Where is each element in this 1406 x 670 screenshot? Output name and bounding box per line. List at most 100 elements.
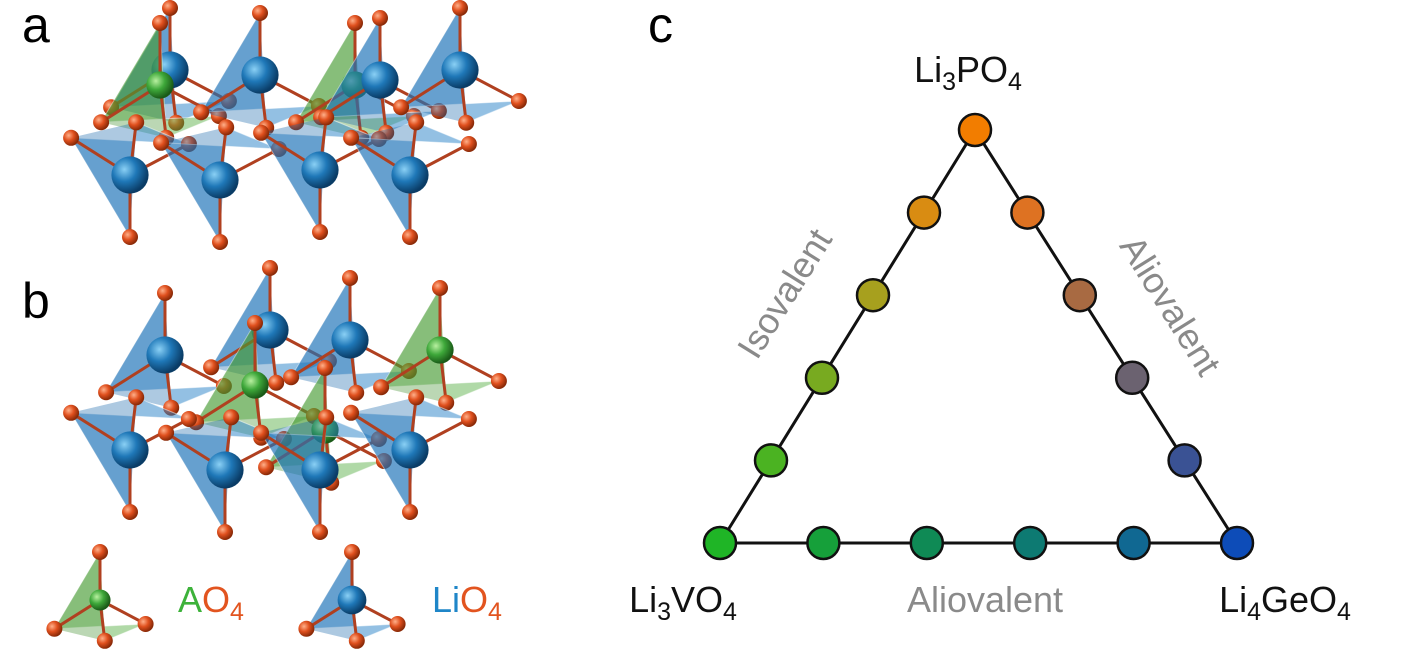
oxygen bbox=[217, 524, 233, 540]
legend-icons bbox=[46, 544, 406, 649]
oxygen bbox=[128, 389, 145, 406]
oxygen bbox=[253, 124, 270, 141]
oxygen bbox=[372, 10, 388, 26]
oxygen bbox=[212, 234, 228, 250]
oxygen bbox=[312, 224, 328, 240]
oxygen bbox=[203, 359, 220, 376]
polyhedron-face bbox=[201, 13, 267, 128]
structure-b bbox=[63, 260, 507, 540]
panel-label: c bbox=[648, 0, 673, 53]
legend-label: LiO4 bbox=[432, 579, 502, 626]
composition-node bbox=[1116, 525, 1151, 561]
oxygen bbox=[137, 616, 154, 632]
polyhedron-face bbox=[291, 278, 357, 393]
polyhedron-face bbox=[71, 397, 137, 512]
cation bbox=[331, 321, 369, 359]
cation bbox=[301, 151, 339, 189]
polyhedron-face bbox=[261, 117, 327, 232]
oxygen bbox=[389, 616, 406, 632]
cation bbox=[337, 585, 367, 615]
oxygen bbox=[432, 280, 448, 296]
polyhedron-face bbox=[106, 293, 172, 408]
oxygen bbox=[348, 632, 365, 649]
oxygen bbox=[162, 0, 178, 16]
edge-label: Isovalent bbox=[729, 221, 840, 365]
cation bbox=[206, 451, 244, 489]
ternary-diagram bbox=[702, 112, 1255, 561]
composition-node bbox=[1010, 195, 1045, 230]
oxygen bbox=[438, 394, 455, 411]
oxygen bbox=[63, 129, 80, 146]
oxygen bbox=[347, 15, 363, 31]
composition-node bbox=[957, 112, 993, 148]
edge-label: Aliovalent bbox=[1112, 228, 1229, 382]
composition-node bbox=[1219, 525, 1255, 561]
polyhedron-face bbox=[211, 268, 277, 383]
composition-node bbox=[906, 195, 942, 230]
composition-node bbox=[804, 360, 840, 396]
vertex-label: Li4GeO4 bbox=[1219, 579, 1351, 626]
oxygen bbox=[268, 374, 285, 391]
cation bbox=[241, 371, 269, 399]
oxygen bbox=[408, 389, 425, 406]
polyhedron-face bbox=[166, 417, 232, 532]
cation bbox=[146, 336, 184, 374]
polyhedron-face bbox=[71, 122, 137, 237]
polyhedron-face bbox=[401, 8, 467, 123]
oxygen bbox=[63, 404, 80, 421]
polyhedron-face bbox=[381, 288, 447, 403]
vertex-label: Li3VO4 bbox=[629, 579, 737, 626]
oxygen bbox=[402, 229, 418, 245]
oxygen bbox=[92, 544, 108, 560]
oxygen bbox=[98, 384, 115, 401]
oxygen bbox=[342, 270, 358, 286]
oxygen bbox=[180, 411, 197, 427]
polyhedron-face bbox=[54, 552, 105, 641]
oxygen bbox=[343, 404, 360, 421]
oxygen bbox=[317, 360, 333, 376]
oxygen bbox=[490, 373, 507, 389]
oxygen bbox=[218, 119, 235, 136]
oxygen bbox=[402, 504, 418, 520]
cation bbox=[241, 56, 279, 94]
cation bbox=[301, 451, 339, 489]
oxygen bbox=[312, 524, 328, 540]
oxygen bbox=[283, 369, 300, 386]
oxygen bbox=[452, 0, 468, 16]
oxygen bbox=[348, 384, 365, 401]
cation bbox=[391, 156, 429, 194]
legend-label: AO4 bbox=[178, 579, 244, 626]
polyhedron-face bbox=[261, 417, 327, 532]
cation bbox=[111, 431, 149, 469]
triangle bbox=[717, 127, 1240, 545]
oxygen bbox=[262, 260, 278, 276]
structure-a bbox=[63, 0, 527, 250]
cation bbox=[426, 336, 454, 364]
oxygen bbox=[288, 114, 305, 131]
panel-label: b bbox=[22, 273, 50, 329]
composition-node bbox=[1062, 277, 1098, 313]
oxygen bbox=[430, 103, 447, 119]
oxygen bbox=[373, 379, 390, 396]
oxygen bbox=[318, 109, 335, 126]
oxygen bbox=[460, 136, 477, 152]
oxygen bbox=[152, 15, 168, 31]
polyhedron-face bbox=[321, 18, 387, 133]
polyhedron-face bbox=[306, 552, 357, 641]
oxygen bbox=[408, 114, 425, 131]
oxygen bbox=[298, 620, 315, 637]
cation bbox=[391, 431, 429, 469]
cation bbox=[441, 51, 479, 89]
oxygen bbox=[344, 544, 360, 560]
composition-node bbox=[909, 525, 945, 561]
oxygen bbox=[122, 229, 138, 245]
oxygen bbox=[193, 104, 210, 121]
oxygen bbox=[96, 632, 113, 649]
oxygen bbox=[510, 93, 527, 109]
polyhedron-face bbox=[161, 127, 227, 242]
composition-node bbox=[855, 277, 891, 313]
oxygen bbox=[252, 5, 268, 21]
cation bbox=[361, 61, 399, 99]
composition-node bbox=[806, 525, 841, 561]
oxygen bbox=[393, 99, 410, 116]
